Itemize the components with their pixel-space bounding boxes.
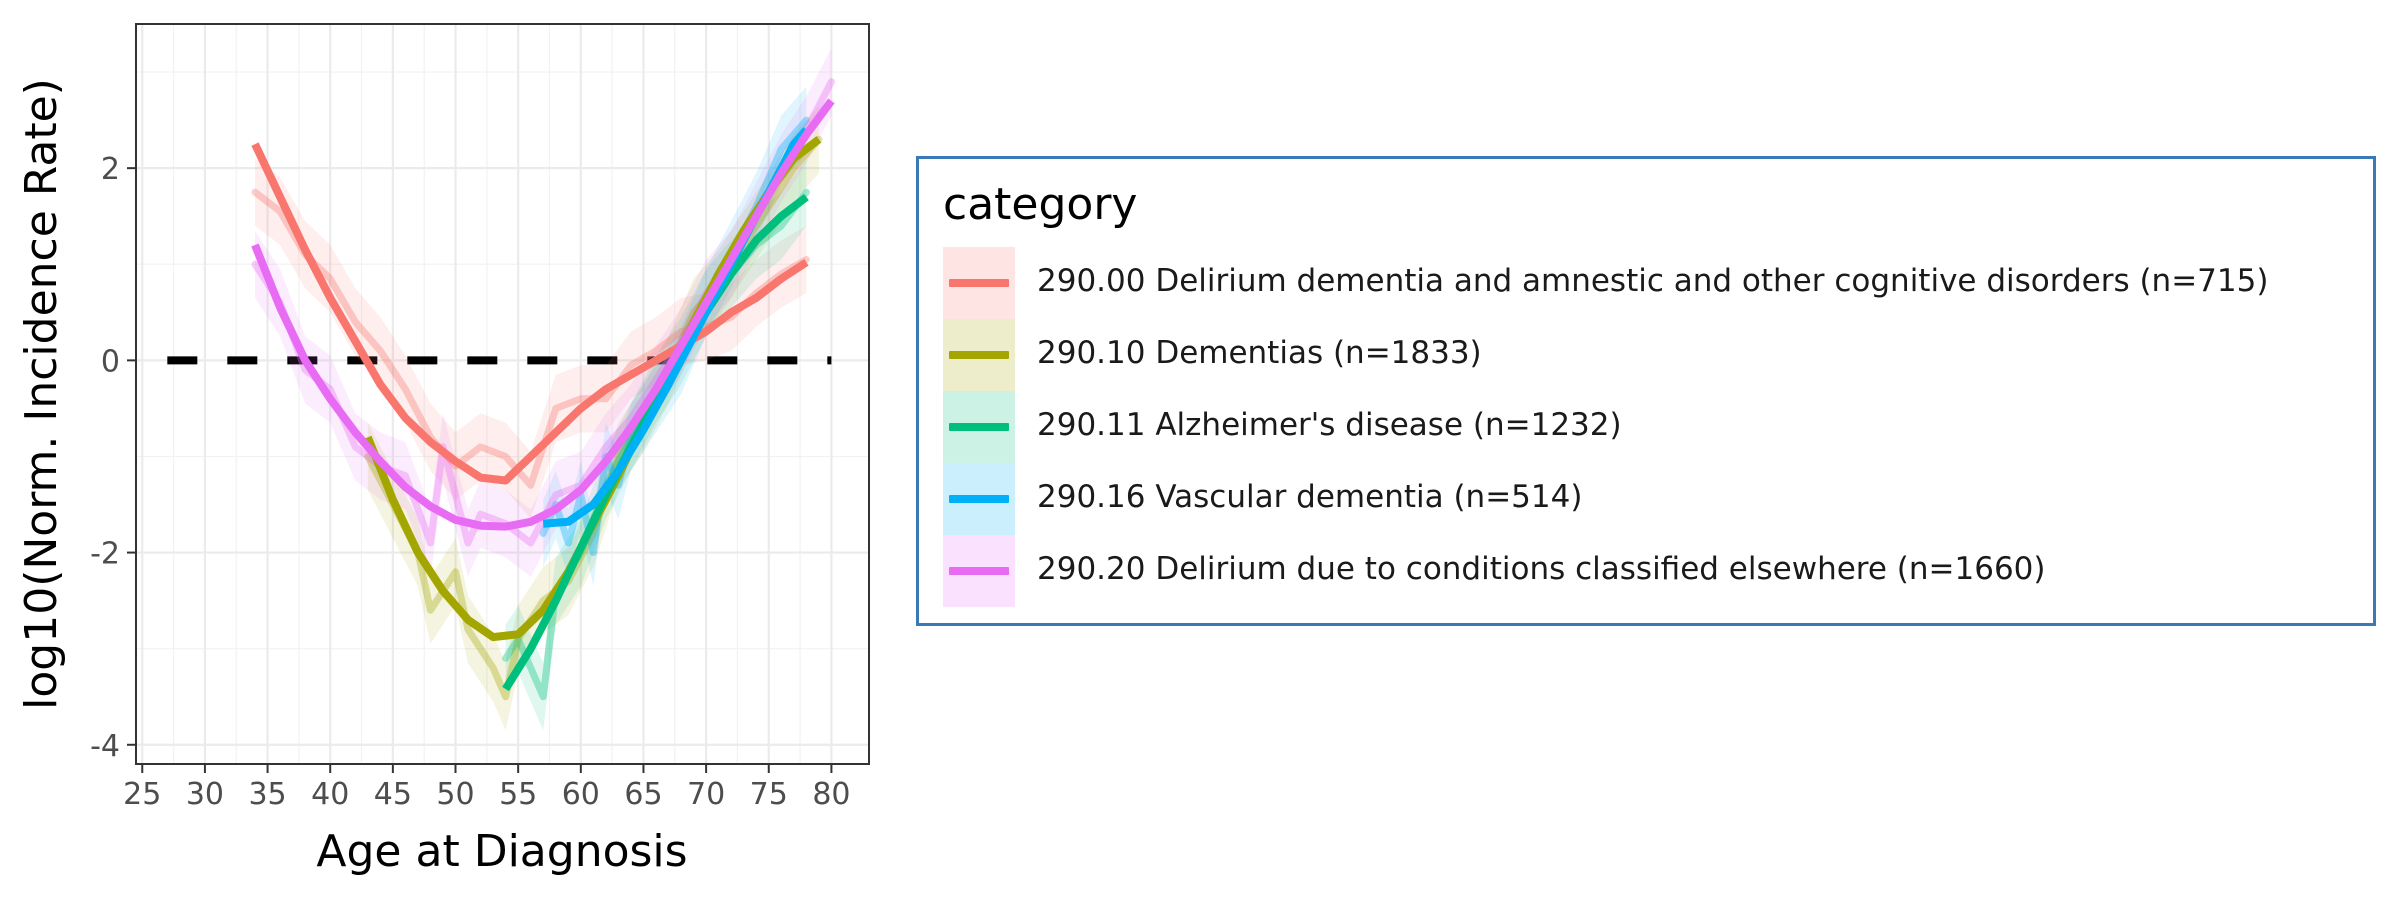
legend: category 290.00 Delirium dementia and am… xyxy=(916,156,2376,626)
series-2-band xyxy=(367,105,819,731)
chart-plot: 25 30 35 40 45 50 55 60 65 70 75 80 -4 -2 0 2 Age at D… xyxy=(16,23,870,877)
legend-label: 290.11 Alzheimer's disease (n=1232) xyxy=(1037,407,1622,443)
legend-key xyxy=(943,391,1015,463)
legend-entry: 290.16 Vascular dementia (n=514) xyxy=(943,463,2363,535)
legend-key-line xyxy=(949,495,1009,503)
legend-label: 290.16 Vascular dementia (n=514) xyxy=(1037,479,1583,515)
major-gridlines xyxy=(136,24,869,764)
x-tick-label: 25 xyxy=(123,777,161,812)
legend-key-line xyxy=(949,279,1009,287)
y-tick-label: 2 xyxy=(101,152,120,187)
series-5-band xyxy=(255,48,832,577)
legend-entry: 290.20 Delirium due to conditions classi… xyxy=(943,535,2363,607)
legend-title: category xyxy=(943,179,1138,230)
x-axis: 25 30 35 40 45 50 55 60 65 70 75 80 xyxy=(123,764,851,812)
legend-key-line xyxy=(949,567,1009,575)
y-tick-label: -2 xyxy=(90,537,120,572)
legend-label: 290.10 Dementias (n=1833) xyxy=(1037,335,1482,371)
series-1-smooth-line xyxy=(251,142,809,485)
legend-label: 290.20 Delirium due to conditions classi… xyxy=(1037,551,2046,587)
x-tick-label: 45 xyxy=(374,777,412,812)
x-tick-label: 30 xyxy=(186,777,224,812)
x-tick-label: 40 xyxy=(311,777,349,812)
legend-key xyxy=(943,463,1015,535)
series-3-band xyxy=(505,158,807,731)
plot-background xyxy=(136,24,869,764)
y-axis: -4 -2 0 2 xyxy=(90,152,136,764)
x-tick-label: 50 xyxy=(436,777,474,812)
x-tick-label: 80 xyxy=(812,777,850,812)
legend-entry: 290.00 Delirium dementia and amnestic an… xyxy=(943,247,2363,319)
x-tick-label: 70 xyxy=(687,777,725,812)
legend-entry: 290.10 Dementias (n=1833) xyxy=(943,319,2363,391)
x-tick-label: 60 xyxy=(562,777,600,812)
series-5-smooth-line xyxy=(251,98,835,531)
legend-key-line xyxy=(949,351,1009,359)
legend-key-line xyxy=(949,423,1009,431)
x-tick-label: 35 xyxy=(248,777,286,812)
plot-border xyxy=(135,23,870,765)
x-tick-label: 75 xyxy=(750,777,788,812)
x-tick-label: 65 xyxy=(624,777,662,812)
y-axis-title: log10(Norm. Incidence Rate) xyxy=(16,78,67,710)
y-tick-label: -4 xyxy=(90,729,120,764)
legend-key xyxy=(943,535,1015,607)
y-tick-label: 0 xyxy=(101,344,120,379)
x-axis-title: Age at Diagnosis xyxy=(316,826,687,877)
legend-key xyxy=(943,247,1015,319)
x-tick-label: 55 xyxy=(499,777,537,812)
legend-entry: 290.11 Alzheimer's disease (n=1232) xyxy=(943,391,2363,463)
legend-key xyxy=(943,319,1015,391)
legend-label: 290.00 Delirium dementia and amnestic an… xyxy=(1037,263,2269,299)
smoothed-series-lines xyxy=(251,98,835,692)
